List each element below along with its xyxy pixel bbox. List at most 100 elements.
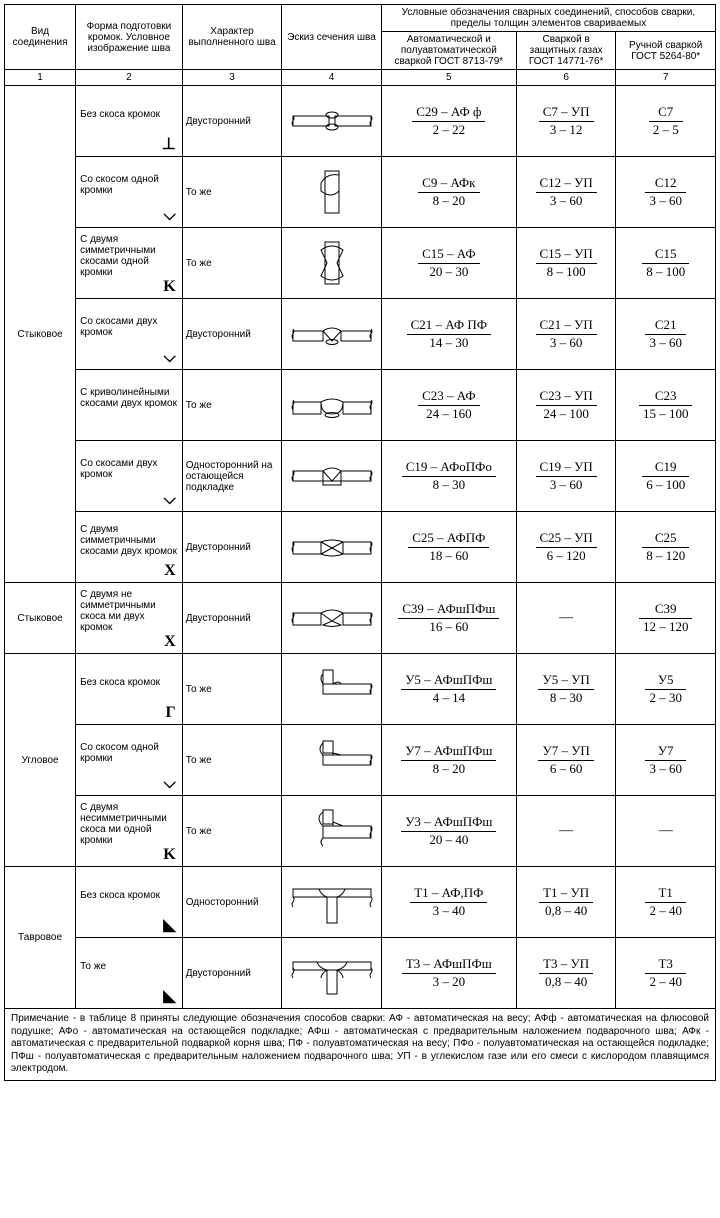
fraction-top: С7 – УП bbox=[539, 105, 594, 121]
groove-symbol-icon: ⌵ bbox=[164, 491, 176, 509]
fraction-bot: 0,8 – 40 bbox=[539, 974, 593, 989]
fraction: С158 – 100 bbox=[642, 247, 689, 279]
fraction: У5 – УП8 – 30 bbox=[538, 673, 593, 705]
table-row: Со скосом одной кромки⌵То жеУ7 – АФшПФш8… bbox=[5, 725, 716, 796]
table-row: С криволинейными скосами двух кромокТо ж… bbox=[5, 370, 716, 441]
fraction-top: С25 bbox=[642, 531, 689, 547]
table-row: СтыковоеС двумя не симметричными скоса м… bbox=[5, 583, 716, 654]
fraction-bot: 8 – 120 bbox=[642, 548, 689, 563]
fraction: С23 – АФ24 – 160 bbox=[418, 389, 480, 421]
fraction-top: С23 – УП bbox=[536, 389, 597, 405]
cell-gost-8713: У3 – АФшПФш20 – 40 bbox=[381, 796, 516, 867]
weld-sketch bbox=[282, 299, 382, 370]
fraction: У7 – АФшПФш8 – 20 bbox=[401, 744, 496, 776]
fraction-bot: 8 – 100 bbox=[642, 264, 689, 279]
cell-gost-5264: С72 – 5 bbox=[616, 86, 716, 157]
fraction: Т1 – УП0,8 – 40 bbox=[539, 886, 593, 918]
fraction-top: С21 – АФ ПФ bbox=[407, 318, 491, 334]
joint-type: Угловое bbox=[5, 654, 76, 867]
fraction: Т3 – АФшПФш3 – 20 bbox=[402, 957, 496, 989]
fraction-bot: 8 – 30 bbox=[402, 477, 496, 492]
groove-symbol-icon: Г bbox=[166, 704, 176, 722]
fraction-bot: 2 – 22 bbox=[412, 122, 485, 137]
fraction: С39 – АФшПФш16 – 60 bbox=[398, 602, 499, 634]
groove-text: С двумя симметричными скосами одной кром… bbox=[80, 234, 156, 278]
hdr-c567: Условные обозначения сварных соединений,… bbox=[381, 5, 715, 32]
fraction-bot: 6 – 60 bbox=[538, 761, 593, 776]
fraction-bot: 16 – 60 bbox=[398, 619, 499, 634]
fraction-bot: 3 – 20 bbox=[402, 974, 496, 989]
cell-gost-8713: Т3 – АФшПФш3 – 20 bbox=[381, 938, 516, 1009]
cell-gost-8713: Т1 – АФ,ПФ3 – 40 bbox=[381, 867, 516, 938]
fraction: С15 – АФ20 – 30 bbox=[418, 247, 480, 279]
cell-gost-5264: — bbox=[616, 796, 716, 867]
fraction: С258 – 120 bbox=[642, 531, 689, 563]
joint-type: Стыковое bbox=[5, 583, 76, 654]
cell-gost-14771: С21 – УП3 – 60 bbox=[516, 299, 616, 370]
cell-gost-8713: У5 – АФшПФш4 – 14 bbox=[381, 654, 516, 725]
colnum-3: 3 bbox=[182, 70, 282, 86]
fraction-top: Т1 bbox=[645, 886, 686, 902]
hdr-c2: Форма подготовки кромок. Условное изобра… bbox=[76, 5, 183, 70]
weld-character: То же bbox=[182, 228, 282, 299]
groove-cell: С криволинейными скосами двух кромок bbox=[76, 370, 183, 441]
groove-cell: С двумя несимметричными скоса ми одной к… bbox=[76, 796, 183, 867]
fraction-top: С19 – УП bbox=[536, 460, 597, 476]
fraction-top: С19 – АФоПФо bbox=[402, 460, 496, 476]
fraction: С2315 – 100 bbox=[639, 389, 693, 421]
fraction-bot: 18 – 60 bbox=[408, 548, 489, 563]
cell-value: — bbox=[559, 610, 573, 625]
fraction-bot: 3 – 60 bbox=[536, 477, 597, 492]
weld-sketch bbox=[282, 370, 382, 441]
fraction: С72 – 5 bbox=[649, 105, 683, 137]
fraction: С21 – УП3 – 60 bbox=[536, 318, 597, 350]
fraction-bot: 15 – 100 bbox=[639, 406, 693, 421]
weld-character: То же bbox=[182, 370, 282, 441]
fraction: Т1 – АФ,ПФ3 – 40 bbox=[410, 886, 487, 918]
weld-sketch bbox=[282, 867, 382, 938]
cell-gost-8713: С29 – АФ ф2 – 22 bbox=[381, 86, 516, 157]
fraction-bot: 3 – 60 bbox=[536, 335, 597, 350]
fraction-top: У5 – АФшПФш bbox=[401, 673, 496, 689]
cell-gost-14771: — bbox=[516, 583, 616, 654]
weld-character: То же bbox=[182, 654, 282, 725]
weld-character: Двусторонний bbox=[182, 86, 282, 157]
fraction-top: С23 bbox=[639, 389, 693, 405]
fraction-bot: 2 – 40 bbox=[645, 903, 686, 918]
cell-gost-8713: С19 – АФоПФо8 – 30 bbox=[381, 441, 516, 512]
fraction-bot: 3 – 40 bbox=[410, 903, 487, 918]
cell-gost-14771: С23 – УП24 – 100 bbox=[516, 370, 616, 441]
weld-character: То же bbox=[182, 796, 282, 867]
groove-text: Без скоса кромок bbox=[80, 890, 160, 901]
hdr-c1: Вид соединения bbox=[5, 5, 76, 70]
hdr-c5: Автоматической и полуавтоматической свар… bbox=[381, 32, 516, 70]
weld-sketch bbox=[282, 441, 382, 512]
fraction-bot: 6 – 100 bbox=[642, 477, 689, 492]
groove-text: С двумя не симметричными скоса ми двух к… bbox=[80, 589, 156, 633]
weld-sketch bbox=[282, 86, 382, 157]
fraction: С23 – УП24 – 100 bbox=[536, 389, 597, 421]
fraction-top: С25 – УП bbox=[536, 531, 597, 547]
fraction-top: У5 – УП bbox=[538, 673, 593, 689]
cell-gost-8713: С39 – АФшПФш16 – 60 bbox=[381, 583, 516, 654]
cell-gost-14771: У7 – УП6 – 60 bbox=[516, 725, 616, 796]
fraction-top: У7 – УП bbox=[538, 744, 593, 760]
fraction-top: С15 bbox=[642, 247, 689, 263]
weld-sketch bbox=[282, 583, 382, 654]
fraction-bot: 14 – 30 bbox=[407, 335, 491, 350]
fraction-bot: 3 – 12 bbox=[539, 122, 594, 137]
groove-symbol-icon: ◣ bbox=[163, 915, 175, 935]
colnum-1: 1 bbox=[5, 70, 76, 86]
fraction-bot: 6 – 120 bbox=[536, 548, 597, 563]
fraction-top: Т1 – АФ,ПФ bbox=[410, 886, 487, 902]
cell-gost-5264: С123 – 60 bbox=[616, 157, 716, 228]
weld-character: Двусторонний bbox=[182, 299, 282, 370]
fraction-bot: 3 – 60 bbox=[645, 761, 686, 776]
groove-symbol-icon: ⌵ bbox=[164, 775, 176, 793]
groove-cell: С двумя не симметричными скоса ми двух к… bbox=[76, 583, 183, 654]
fraction-top: С12 – УП bbox=[536, 176, 597, 192]
fraction: С123 – 60 bbox=[645, 176, 686, 208]
cell-gost-5264: С213 – 60 bbox=[616, 299, 716, 370]
colnum-7: 7 bbox=[616, 70, 716, 86]
groove-cell: Со скосами двух кромок⌵ bbox=[76, 441, 183, 512]
